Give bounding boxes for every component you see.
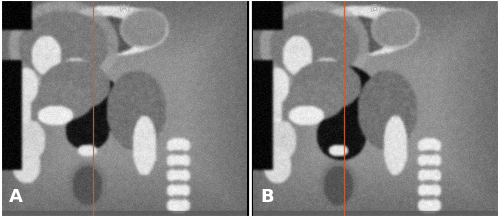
Bar (2, 211, 247, 217)
Bar (253, 211, 498, 217)
Text: B: B (260, 188, 274, 206)
Text: (B): (B) (370, 4, 382, 13)
Text: A: A (10, 188, 23, 206)
Text: (A): (A) (118, 4, 130, 13)
